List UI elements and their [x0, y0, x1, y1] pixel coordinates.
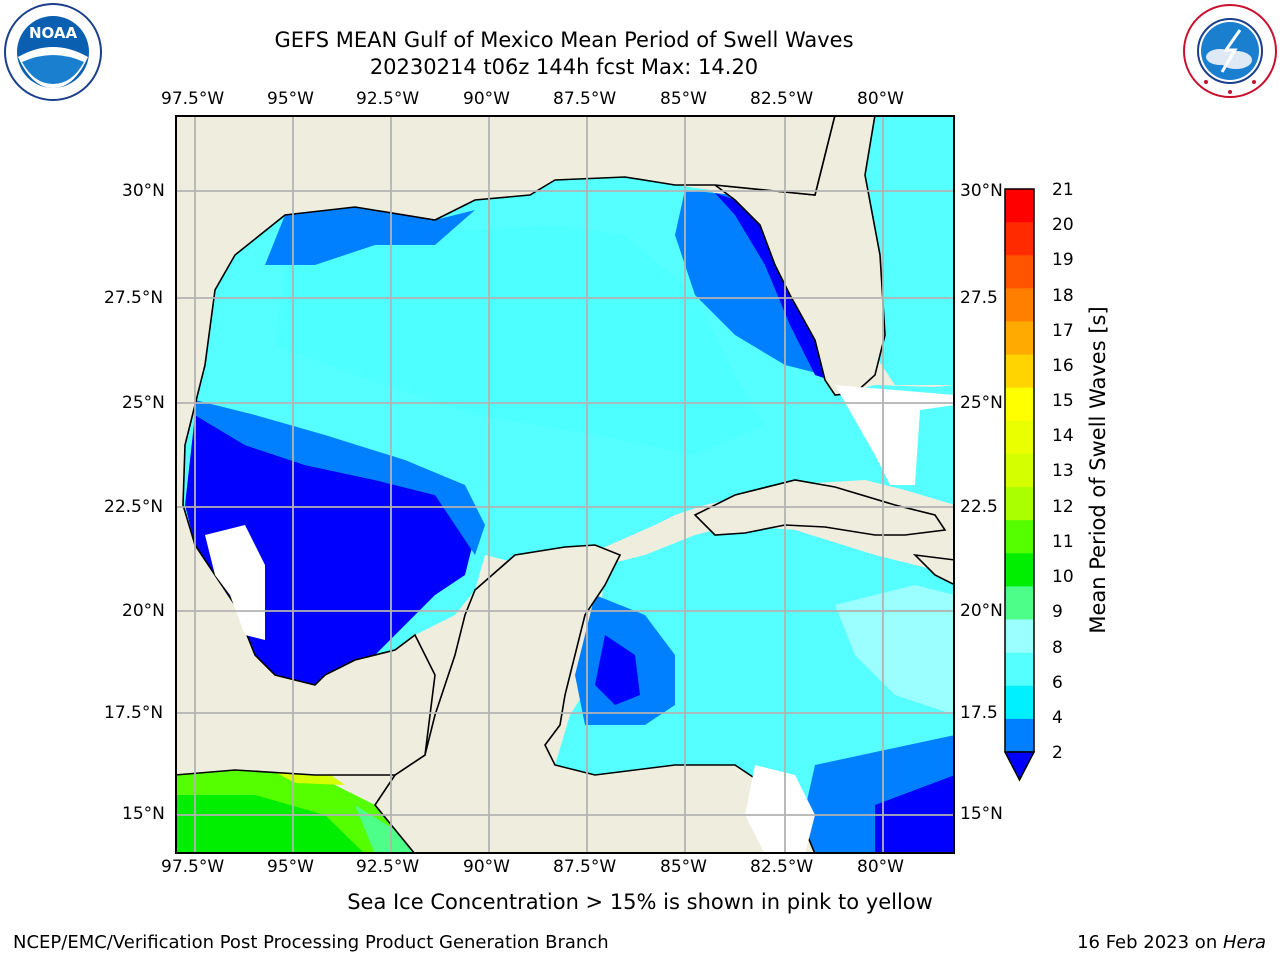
- lat-label-right: 30°N: [960, 181, 1003, 201]
- colorbar-block: [1005, 487, 1034, 521]
- lon-label-bottom: 95°W: [267, 857, 314, 877]
- colorbar-block: [1005, 387, 1034, 422]
- lat-label-left: 20°N: [122, 601, 165, 621]
- lat-label-right: 17.5: [960, 703, 998, 723]
- lon-label-top: 90°W: [463, 89, 510, 109]
- lat-label-left: 22.5°N: [104, 497, 164, 517]
- lon-label-top: 92.5°W: [356, 89, 420, 109]
- sea-ice-note-wrap: Sea Ice Concentration > 15% is shown in …: [0, 890, 1280, 914]
- colorbar-tick-label: 2: [1052, 743, 1063, 763]
- hispaniola-land: [912, 553, 955, 586]
- colorbar-tick-label: 11: [1052, 532, 1074, 552]
- colorbar-block: [1005, 619, 1034, 654]
- footer-date-text: 16 Feb 2023 on: [1077, 932, 1223, 953]
- colorbar-tick-label: 15: [1052, 391, 1074, 411]
- lat-label-right: 22.5: [960, 497, 998, 517]
- lat-label-left: 25°N: [122, 393, 165, 413]
- lon-label-top: 85°W: [660, 89, 707, 109]
- graticule: [175, 115, 955, 854]
- colorbar-tick-label: 21: [1052, 180, 1074, 200]
- lon-label-bottom: 87.5°W: [553, 857, 617, 877]
- colorbar: [1003, 188, 1036, 782]
- colorbar-block: [1005, 718, 1034, 753]
- colorbar-tick-label: 9: [1052, 602, 1063, 622]
- masked-coastal-florida-bay: [835, 385, 955, 485]
- footer-host: Hera: [1222, 932, 1266, 953]
- colorbar-block: [1005, 685, 1034, 720]
- map-frame: [175, 115, 955, 854]
- lon-label-top: 87.5°W: [553, 89, 617, 109]
- lon-label-top: 80°W: [857, 89, 904, 109]
- colorbar-block: [1005, 288, 1034, 322]
- colorbar-block: [1005, 553, 1034, 587]
- lat-label-left: 30°N: [122, 181, 165, 201]
- colorbar-block: [1005, 189, 1034, 223]
- lon-label-top: 82.5°W: [750, 89, 814, 109]
- lon-label-bottom: 80°W: [857, 857, 904, 877]
- masked-coastal-honduras: [745, 765, 815, 854]
- northern-shelf: [265, 207, 475, 265]
- colorbar-block: [1005, 420, 1034, 455]
- colorbar-block: [1005, 222, 1034, 256]
- lat-label-right: 25°N: [960, 393, 1003, 413]
- colorbar-block: [1005, 354, 1034, 389]
- colorbar-tick-label: 16: [1052, 356, 1074, 376]
- colorbar-block: [1005, 520, 1034, 554]
- noaa-logo-text: NOAA: [29, 24, 78, 42]
- lat-label-right: 20°N: [960, 601, 1003, 621]
- lon-label-bottom: 82.5°W: [750, 857, 814, 877]
- lon-label-bottom: 90°W: [463, 857, 510, 877]
- colorbar-title: Mean Period of Swell Waves [s]: [1086, 306, 1110, 634]
- lat-label-right: 15°N: [960, 804, 1003, 824]
- colorbar-tick-label: 10: [1052, 567, 1074, 587]
- caribbean-light: [835, 585, 955, 715]
- lon-label-bottom: 85°W: [660, 857, 707, 877]
- noaa-logo: NOAA: [4, 3, 102, 101]
- eastern-gulf-deep: [715, 193, 830, 380]
- lat-label-left: 27.5°N: [104, 288, 164, 308]
- colorbar-tick-label: 17: [1052, 321, 1074, 341]
- colorbar-tick-label: 18: [1052, 286, 1074, 306]
- colorbar-tick-label: 20: [1052, 215, 1074, 235]
- colorbar-block: [1005, 586, 1034, 621]
- mexico-mainland: [175, 115, 836, 776]
- lon-label-top: 97.5°W: [161, 89, 225, 109]
- lon-label-bottom: 97.5°W: [161, 857, 225, 877]
- map-title: GEFS MEAN Gulf of Mexico Mean Period of …: [274, 28, 854, 52]
- colorbar-tick-label: 6: [1052, 673, 1063, 693]
- nws-logo: [1183, 4, 1277, 98]
- colorbar-tick-label: 8: [1052, 638, 1063, 658]
- colorbar-tick-label: 14: [1052, 426, 1074, 446]
- western-gulf-medium: [195, 400, 485, 555]
- eastern-gulf-low-period: [675, 190, 825, 375]
- colorbar-tick-label: 19: [1052, 250, 1074, 270]
- colorbar-block: [1005, 321, 1034, 356]
- colorbar-block: [1005, 255, 1034, 289]
- lon-label-bottom: 92.5°W: [356, 857, 420, 877]
- sea-ice-note: Sea Ice Concentration > 15% is shown in …: [347, 890, 933, 914]
- lat-label-left: 15°N: [122, 804, 165, 824]
- colorbar-extend-arrow: [1003, 751, 1036, 782]
- gulf-light-zone: [275, 225, 765, 455]
- footer-credit: NCEP/EMC/Verification Post Processing Pr…: [13, 932, 609, 953]
- swell-period-map: [175, 115, 955, 854]
- colorbar-block: [1005, 453, 1034, 488]
- lon-label-top: 95°W: [267, 89, 314, 109]
- footer-date: 16 Feb 2023 on Hera: [1077, 932, 1266, 953]
- colorbar-tick-label: 4: [1052, 708, 1063, 728]
- colorbar-tick-label: 13: [1052, 461, 1074, 481]
- colorbar-tick-label: 12: [1052, 497, 1074, 517]
- yucatan-channel-deep: [595, 635, 640, 705]
- pacific-nearshore: [355, 805, 415, 854]
- lat-label-left: 17.5°N: [104, 703, 164, 723]
- map-subtitle: 20230214 t06z 144h fcst Max: 14.20: [369, 55, 759, 79]
- pacific-green: [175, 795, 365, 854]
- colorbar-block: [1005, 652, 1034, 687]
- lat-label-right: 27.5: [960, 288, 998, 308]
